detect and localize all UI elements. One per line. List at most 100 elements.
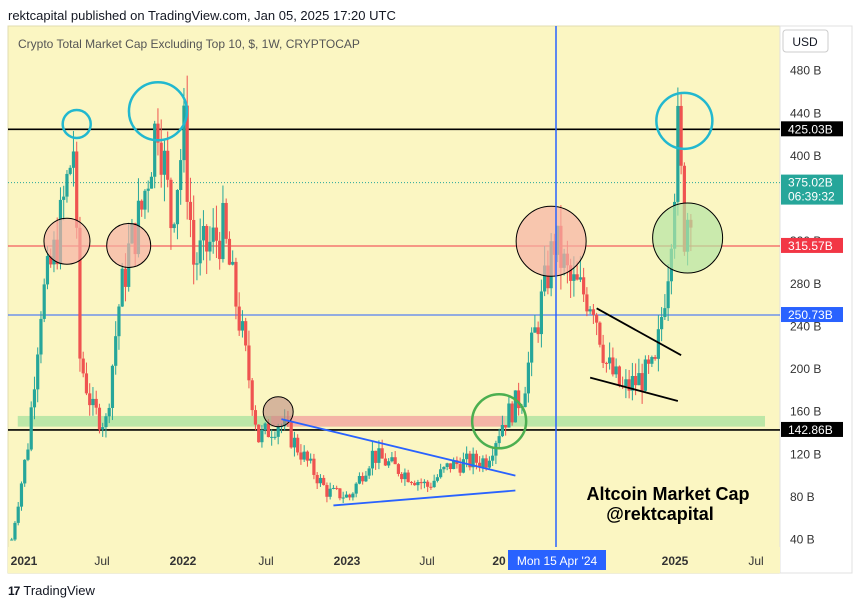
currency-label: USD <box>792 35 818 49</box>
crosshair-date-label: Mon 15 Apr '24 <box>517 554 598 568</box>
time-scale <box>8 547 780 573</box>
candle-body <box>491 455 495 461</box>
candle-body <box>442 466 446 470</box>
candle-body <box>396 464 401 474</box>
candle-body <box>110 365 115 408</box>
candle-body <box>569 265 573 281</box>
candle-body <box>78 227 82 359</box>
candle-body <box>192 219 196 265</box>
candle-body <box>309 458 313 461</box>
x-tick-label: 2021 <box>11 554 38 568</box>
candle-body <box>49 256 53 265</box>
candle-body <box>656 329 660 359</box>
candle-body <box>575 274 579 280</box>
price-label-text: 250.73B <box>788 308 833 322</box>
candle-body <box>640 373 644 391</box>
x-tick-label: 20 <box>492 554 506 568</box>
footer: 17 TradingView <box>8 583 95 598</box>
candle-body <box>494 443 498 456</box>
publish-info: rektcapital published on TradingView.com… <box>8 8 396 23</box>
candle-body <box>81 358 85 374</box>
y-tick-label: 400 B <box>790 149 821 163</box>
candle-body <box>361 475 365 482</box>
candle-body <box>351 493 355 498</box>
candle-body <box>39 318 43 355</box>
candle-body <box>660 317 664 330</box>
candle-body <box>478 462 482 468</box>
candle-body <box>393 457 397 465</box>
currency-button[interactable] <box>782 29 829 53</box>
price-label-text: 142.86B <box>788 423 833 437</box>
candle-body <box>341 497 345 499</box>
price-label-text: 425.03B <box>788 122 833 136</box>
candle-body <box>328 488 332 497</box>
candle-body <box>429 486 433 488</box>
candle-body <box>679 105 683 166</box>
candles-layer <box>10 75 693 542</box>
candle-body <box>452 460 456 470</box>
candle-body <box>380 448 384 459</box>
candle-body <box>357 475 362 484</box>
candle-body <box>650 357 654 364</box>
wedge-upper <box>596 307 682 357</box>
candle-body <box>468 453 472 468</box>
candle-body <box>546 265 550 289</box>
candle-body <box>107 407 111 417</box>
crosshair-date-box <box>508 550 606 570</box>
annotation-author: @rektcapital <box>606 504 714 524</box>
candle-body <box>663 308 667 318</box>
candle-body <box>169 179 173 229</box>
candle-body <box>71 151 76 168</box>
candle-body <box>517 390 521 409</box>
candle-body <box>26 449 30 460</box>
x-tick-label: 2023 <box>334 554 361 568</box>
candle-body <box>513 390 517 423</box>
candle-body <box>458 464 462 473</box>
candle-body <box>263 423 267 430</box>
candle-body <box>666 281 670 309</box>
candle-body <box>195 263 199 265</box>
candle-body <box>247 345 251 381</box>
drawings-layer <box>43 80 724 507</box>
countdown-text: 06:39:32 <box>788 190 835 204</box>
y-tick-label: 240 B <box>790 319 821 333</box>
trendline-upper <box>281 418 516 477</box>
candle-body <box>208 241 212 252</box>
chart-title: Crypto Total Market Cap Excluding Top 10… <box>18 37 360 51</box>
candle-body <box>627 379 631 391</box>
candle-body <box>224 202 228 239</box>
peak-circle <box>127 80 189 142</box>
y-tick-label: 120 B <box>790 447 821 461</box>
price-label-box <box>781 307 843 323</box>
brand-name: TradingView <box>23 583 95 598</box>
candle-body <box>432 480 436 488</box>
wedge-lower <box>589 376 679 402</box>
candle-body <box>474 453 478 463</box>
y-tick-label: 40 B <box>790 533 815 547</box>
candle-body <box>227 238 232 265</box>
candle-body <box>97 407 102 430</box>
candle-body <box>179 160 183 190</box>
candle-body <box>643 359 647 391</box>
price-scale <box>779 25 853 574</box>
candle-body <box>601 344 605 363</box>
candle-body <box>543 265 547 292</box>
candle-body <box>634 376 638 386</box>
y-tick-label: 200 B <box>790 362 821 376</box>
candle-body <box>29 407 33 450</box>
candle-body <box>416 482 420 486</box>
candle-body <box>201 225 206 241</box>
candle-body <box>526 362 530 394</box>
candle-body <box>270 436 274 438</box>
candle-body <box>617 366 621 386</box>
candle-body <box>10 539 14 541</box>
candle-body <box>120 268 124 307</box>
retest-circle <box>262 396 294 428</box>
candle-body <box>653 357 657 359</box>
candle-body <box>523 393 527 408</box>
candle-body <box>143 190 147 210</box>
y-tick-label: 160 B <box>790 405 821 419</box>
candle-body <box>530 332 534 363</box>
candle-body <box>582 277 586 295</box>
